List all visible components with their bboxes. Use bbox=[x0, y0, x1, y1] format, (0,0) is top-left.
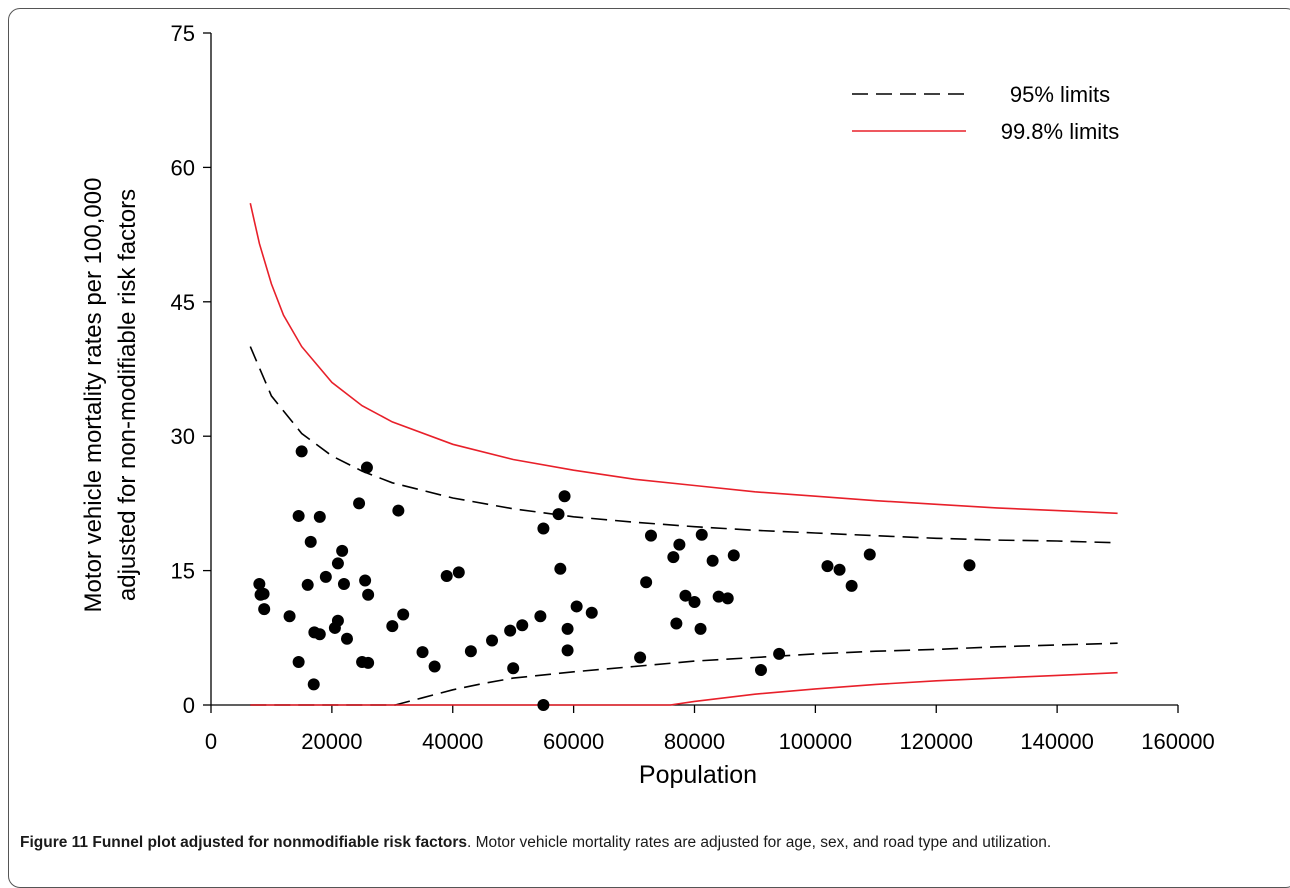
data-point bbox=[258, 603, 271, 616]
data-point bbox=[504, 624, 517, 637]
data-point bbox=[570, 600, 583, 613]
data-point bbox=[428, 660, 441, 673]
data-point bbox=[331, 614, 344, 627]
data-point bbox=[253, 578, 266, 591]
data-point bbox=[397, 608, 410, 621]
data-point bbox=[313, 628, 326, 641]
data-point bbox=[585, 606, 598, 619]
data-point bbox=[688, 595, 701, 608]
data-point bbox=[644, 529, 657, 542]
upper-99-8-limits-line bbox=[249, 203, 1118, 515]
data-point bbox=[319, 570, 332, 583]
data-point bbox=[440, 569, 453, 582]
data-point bbox=[464, 645, 477, 658]
data-point bbox=[679, 589, 692, 602]
data-point bbox=[304, 535, 317, 548]
control-limit-lines bbox=[249, 203, 1118, 706]
lower-95-limits-line bbox=[250, 642, 1118, 706]
data-point bbox=[561, 644, 574, 657]
data-point bbox=[634, 651, 647, 664]
data-point bbox=[552, 508, 565, 521]
data-point bbox=[452, 566, 465, 579]
data-point bbox=[362, 588, 375, 601]
data-point bbox=[561, 622, 574, 635]
data-point bbox=[754, 664, 767, 677]
data-point bbox=[337, 578, 350, 591]
data-point bbox=[292, 655, 305, 668]
x-tick-label: 60000 bbox=[543, 729, 604, 754]
data-point bbox=[331, 557, 344, 570]
data-point bbox=[359, 574, 372, 587]
x-axis-label: Population bbox=[639, 761, 757, 789]
caption-text: . Motor vehicle mortality rates are adju… bbox=[466, 834, 1052, 851]
data-point bbox=[486, 634, 499, 647]
data-point bbox=[340, 632, 353, 645]
data-point bbox=[712, 590, 725, 603]
legend: 95% limits 99.8% limits bbox=[852, 82, 1119, 144]
data-point bbox=[695, 528, 708, 541]
y-tick-label: 30 bbox=[171, 424, 195, 449]
data-point bbox=[516, 619, 529, 632]
data-point bbox=[537, 699, 550, 711]
data-point bbox=[640, 576, 653, 589]
x-tick-label: 20000 bbox=[301, 729, 362, 754]
data-point bbox=[963, 559, 976, 572]
data-point bbox=[534, 610, 547, 623]
data-point bbox=[336, 544, 349, 557]
y-tick-label: 60 bbox=[171, 155, 195, 180]
data-point bbox=[727, 549, 740, 562]
caption-title: Figure 11 Funnel plot adjusted for nonmo… bbox=[20, 834, 467, 851]
x-tick-label: 100000 bbox=[779, 729, 852, 754]
data-point bbox=[773, 647, 786, 660]
data-point bbox=[295, 445, 308, 458]
legend-label: 99.8% limits bbox=[1001, 119, 1120, 144]
data-point bbox=[821, 560, 834, 573]
x-tick-label: 40000 bbox=[422, 729, 483, 754]
lower-99-8-limits-line bbox=[250, 671, 1118, 706]
data-point bbox=[721, 592, 734, 605]
legend-label: 95% limits bbox=[1010, 82, 1110, 107]
data-point bbox=[386, 620, 399, 633]
data-point bbox=[558, 490, 571, 503]
y-tick-label: 0 bbox=[183, 693, 195, 718]
x-tick-label: 80000 bbox=[664, 729, 725, 754]
data-point bbox=[362, 656, 375, 669]
y-axis-label-line-2: adjusted for non-modifiable risk factors bbox=[114, 189, 141, 601]
y-tick-label: 15 bbox=[171, 559, 195, 584]
data-point bbox=[694, 622, 707, 635]
data-point bbox=[863, 548, 876, 561]
y-tick-label: 75 bbox=[171, 21, 195, 46]
data-point bbox=[307, 678, 320, 691]
x-tick-label: 0 bbox=[205, 729, 217, 754]
data-point bbox=[416, 646, 429, 659]
data-point bbox=[667, 551, 680, 564]
data-point bbox=[353, 497, 366, 510]
data-point bbox=[360, 461, 373, 474]
funnel-plot: 0 20000 40000 60000 80000 100000 120000 140000 1… bbox=[80, 21, 1215, 789]
y-axis-label-line-1: Motor vehicle mortality rates per 100,00… bbox=[80, 178, 107, 613]
data-point bbox=[670, 617, 683, 630]
upper-95-limits-line bbox=[249, 346, 1118, 544]
data-point bbox=[845, 579, 858, 592]
plot-axes: 0 20000 40000 60000 80000 100000 120000 140000 1… bbox=[171, 21, 1215, 754]
data-point bbox=[257, 587, 270, 600]
data-point bbox=[283, 610, 296, 623]
data-point bbox=[673, 538, 686, 551]
data-point bbox=[706, 554, 719, 567]
data-point bbox=[292, 509, 305, 522]
data-point bbox=[507, 662, 520, 675]
data-points bbox=[253, 445, 976, 711]
data-point bbox=[537, 522, 550, 535]
x-tick-label: 160000 bbox=[1141, 729, 1214, 754]
data-point bbox=[392, 504, 405, 517]
data-point bbox=[301, 578, 314, 591]
figure-caption: Figure 11 Funnel plot adjusted for nonmo… bbox=[20, 832, 1278, 854]
x-tick-label: 140000 bbox=[1020, 729, 1093, 754]
y-tick-label: 45 bbox=[171, 290, 195, 315]
data-point bbox=[554, 562, 567, 575]
data-point bbox=[833, 563, 846, 576]
x-tick-label: 120000 bbox=[900, 729, 973, 754]
data-point bbox=[313, 510, 326, 523]
